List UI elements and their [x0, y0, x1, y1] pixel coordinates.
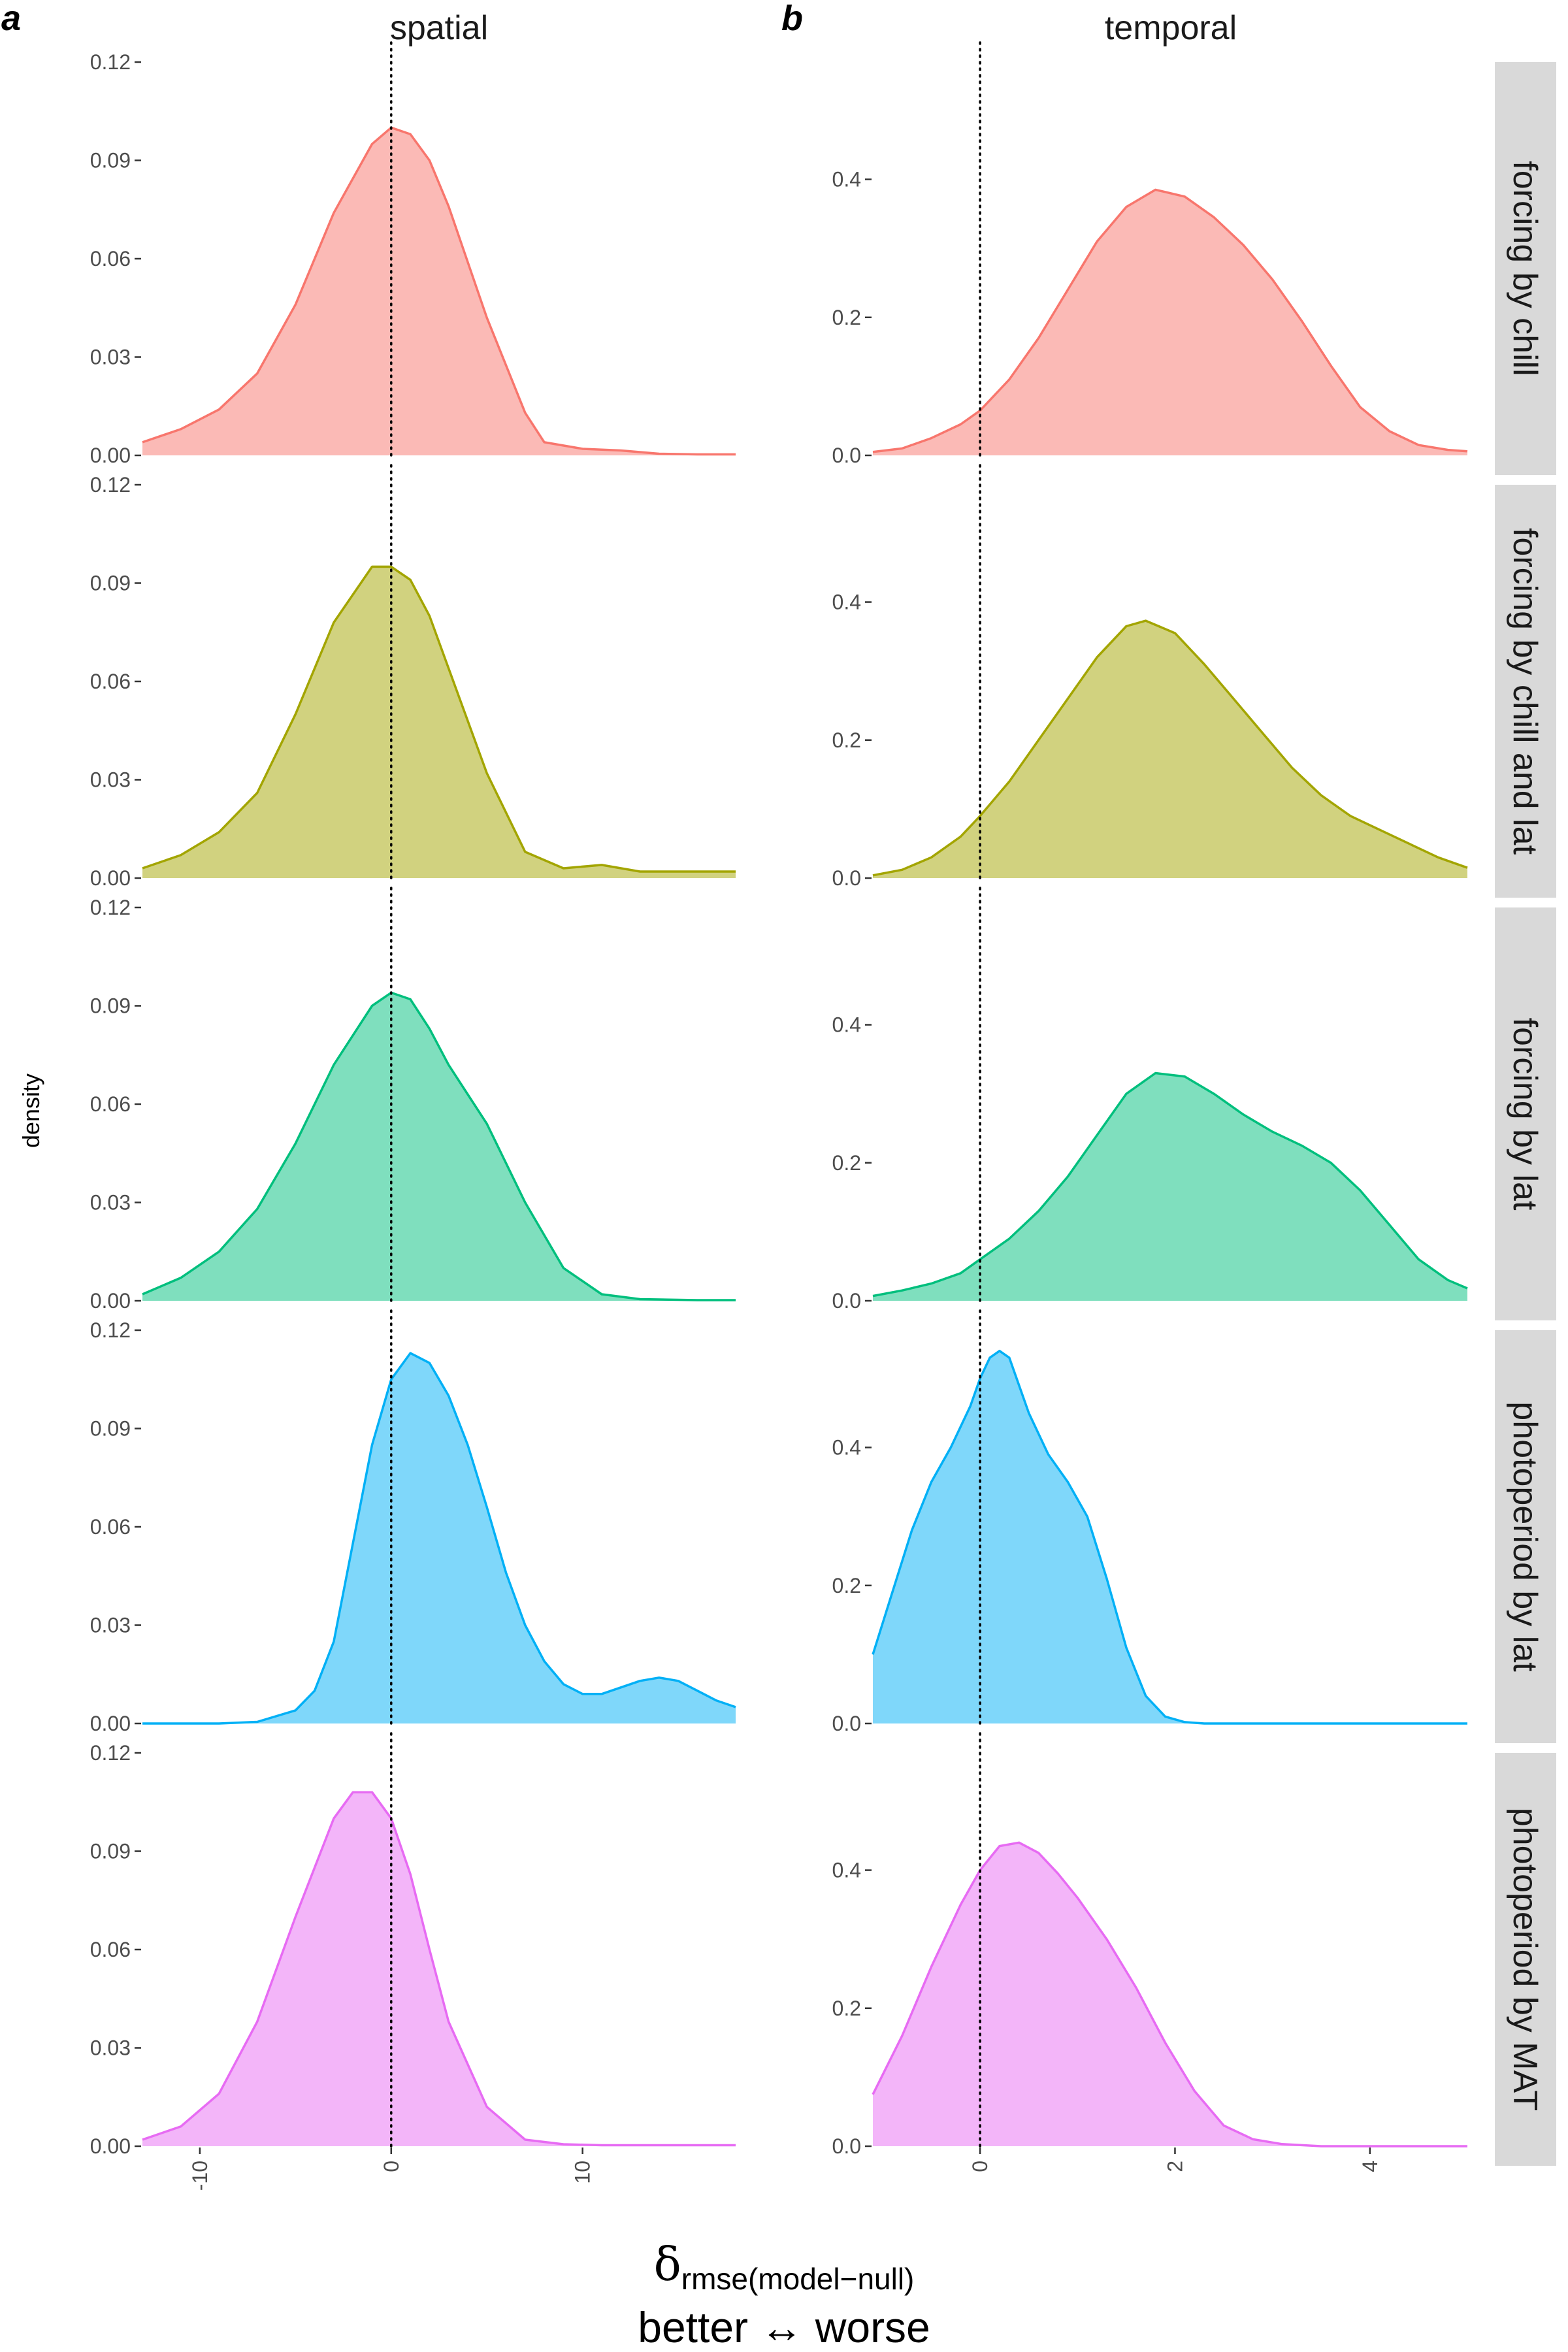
panel-spatial-1: 0.00 0.03 0.06 0.09 0.12 [90, 464, 736, 890]
y-tick-label: 0.03 [90, 2036, 131, 2060]
y-tick-label: 0.2 [832, 1997, 861, 2020]
y-tick-label: 0.12 [90, 1741, 131, 1765]
panel-temporal-1: 0.0 0.2 0.4 [832, 464, 1468, 890]
density-line [142, 991, 736, 1301]
y-tick-label: 0.4 [832, 168, 861, 191]
x-tick-label: 4 [1358, 2161, 1382, 2172]
facet-strip-bg [1495, 62, 1556, 475]
y-tick-label: 0.0 [832, 2134, 861, 2158]
y-tick-label: 0.2 [832, 1151, 861, 1175]
density-line [872, 188, 1468, 453]
y-tick-label: 0.2 [832, 1574, 861, 1597]
x-axis-title-subscript: rmse(model−null) [681, 2262, 915, 2296]
density-area [873, 1350, 1467, 1723]
chart-panels: 0.00 0.03 0.06 0.09 0.12 0.00 0.03 0.06 0.09 0.12… [90, 41, 1468, 2158]
y-tick-label: 0.00 [90, 1289, 131, 1313]
y-tick-label: 0.0 [832, 444, 861, 467]
density-area [142, 992, 736, 1301]
panel-temporal-0: 0.0 0.2 0.4 [832, 41, 1468, 467]
panel-temporal-4: 0.0 0.2 0.4 [832, 1732, 1467, 2158]
x-axis-title: δrmse(model−null) [654, 2238, 915, 2296]
facet-strip-label: forcing by chill [1506, 161, 1544, 376]
x-tick-label: 0 [968, 2161, 992, 2172]
density-line [872, 1349, 1467, 1725]
panel-b-letter: b [781, 0, 803, 38]
y-tick-label: 0.09 [90, 572, 131, 595]
y-tick-label: 0.12 [90, 50, 131, 74]
y-tick-label: 0.00 [90, 2134, 131, 2158]
x-axis-ticks: -10 0 10 0 2 4 [188, 2148, 1382, 2191]
y-tick-label: 0.0 [832, 866, 861, 890]
y-tick-label: 0.2 [832, 306, 861, 329]
panel-spatial-0: 0.00 0.03 0.06 0.09 0.12 [90, 41, 736, 467]
column-title-temporal: temporal [1105, 9, 1237, 47]
y-tick-label: 0.0 [832, 1289, 861, 1313]
density-line [872, 1841, 1467, 2148]
x-axis-title-delta: δ [654, 2238, 681, 2291]
y-tick-label: 0.4 [832, 1436, 861, 1460]
x-tick-label: 0 [380, 2161, 403, 2172]
y-tick-label: 0.06 [90, 1938, 131, 1961]
density-area [142, 1353, 736, 1723]
facet-strips: forcing by chill forcing by chill and lat… [1495, 62, 1556, 2166]
y-tick-label: 0.06 [90, 1515, 131, 1539]
density-line [872, 1071, 1468, 1298]
density-line [142, 565, 736, 873]
panel-spatial-4: 0.00 0.03 0.06 0.09 0.12 [90, 1732, 736, 2158]
y-tick-label: 0.03 [90, 346, 131, 369]
density-area [873, 1842, 1467, 2146]
density-area [142, 1792, 736, 2146]
x-tick-label: 2 [1163, 2161, 1186, 2172]
x-tick-label: -10 [188, 2161, 212, 2191]
y-tick-label: 0.0 [832, 1712, 861, 1735]
density-area [873, 1073, 1467, 1301]
x-axis-title-direction: better ↔ worse [638, 2303, 930, 2351]
y-tick-label: 0.12 [90, 473, 131, 497]
x-tick-label: 10 [571, 2161, 595, 2184]
y-tick-label: 0.09 [90, 994, 131, 1018]
y-tick-label: 0.06 [90, 247, 131, 270]
y-tick-label: 0.4 [832, 1859, 861, 1882]
y-tick-label: 0.03 [90, 768, 131, 792]
y-tick-label: 0.00 [90, 866, 131, 890]
y-tick-label: 0.06 [90, 1092, 131, 1116]
y-tick-label: 0.4 [832, 591, 861, 614]
y-tick-label: 0.00 [90, 1712, 131, 1735]
density-area [142, 566, 736, 878]
facet-strip-label: forcing by lat [1506, 1018, 1544, 1211]
density-line [142, 1352, 736, 1725]
panel-a-letter: a [1, 0, 21, 38]
y-tick-label: 0.09 [90, 149, 131, 172]
facet-strip-bg [1495, 485, 1556, 898]
facet-strip-bg [1495, 1753, 1556, 2166]
column-title-spatial: spatial [390, 9, 488, 47]
y-tick-label: 0.12 [90, 1318, 131, 1342]
density-area [873, 189, 1467, 455]
y-tick-label: 0.00 [90, 444, 131, 467]
density-line [872, 619, 1468, 877]
panel-temporal-3: 0.0 0.2 0.4 [832, 1309, 1467, 1735]
y-tick-label: 0.12 [90, 896, 131, 919]
y-tick-label: 0.2 [832, 728, 861, 752]
density-line [142, 1791, 736, 2147]
facet-strip-bg [1495, 907, 1556, 1320]
facet-strip-label: photoperiod by lat [1506, 1401, 1544, 1672]
density-area [142, 127, 736, 456]
y-tick-label: 0.03 [90, 1614, 131, 1637]
panel-spatial-2: 0.00 0.03 0.06 0.09 0.12 [90, 887, 736, 1313]
facet-strip-label: forcing by chill and lat [1506, 528, 1544, 855]
density-line [142, 126, 736, 456]
y-tick-label: 0.4 [832, 1013, 861, 1037]
y-tick-label: 0.06 [90, 670, 131, 693]
y-tick-label: 0.09 [90, 1417, 131, 1441]
y-tick-label: 0.09 [90, 1840, 131, 1863]
y-tick-label: 0.03 [90, 1191, 131, 1215]
panel-spatial-3: 0.00 0.03 0.06 0.09 0.12 [90, 1309, 736, 1735]
facet-strip-bg [1495, 1330, 1556, 1743]
density-area [873, 621, 1467, 878]
y-axis-title: density [18, 1073, 44, 1148]
panel-temporal-2: 0.0 0.2 0.4 [832, 887, 1468, 1313]
facet-strip-label: photoperiod by MAT [1506, 1808, 1544, 2111]
